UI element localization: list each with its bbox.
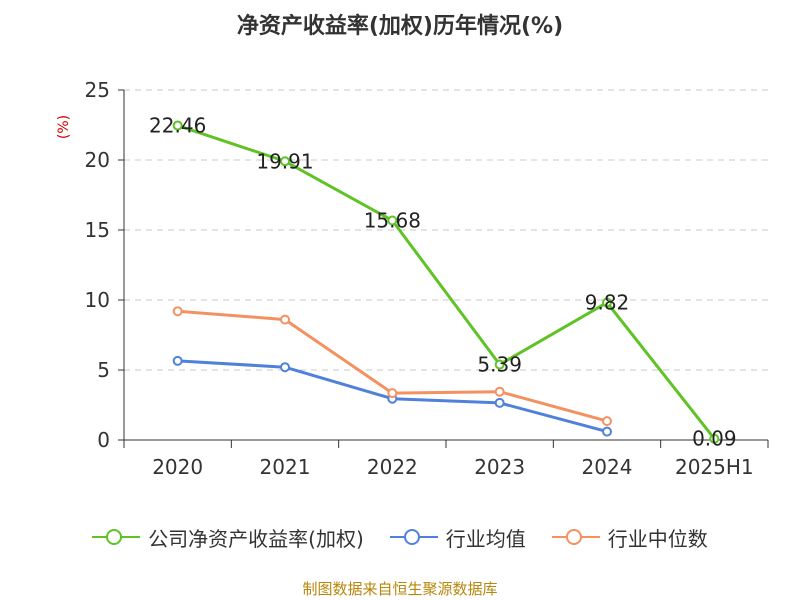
data-point bbox=[172, 355, 183, 366]
y-tick-label: 10 bbox=[85, 288, 110, 312]
legend-label: 行业均值 bbox=[445, 526, 526, 551]
data-labels: 22.46 19.91 15.68 5.39 9.82 0.09 bbox=[149, 114, 737, 451]
legend: 公司净资产收益率(加权) 行业均值 行业中位数 bbox=[0, 520, 800, 554]
series-lines bbox=[172, 120, 720, 444]
x-tick-label: 2025H1 bbox=[675, 455, 754, 479]
legend-item-industry-median[interactable]: 行业中位数 bbox=[551, 523, 708, 552]
chart-title: 净资产收益率(加权)历年情况(%) bbox=[236, 14, 564, 39]
data-label: 15.68 bbox=[364, 208, 421, 232]
data-point bbox=[172, 306, 183, 317]
x-tick-label: 2020 bbox=[152, 455, 203, 479]
data-point bbox=[602, 426, 612, 437]
data-point bbox=[280, 362, 290, 373]
data-point bbox=[602, 416, 612, 427]
legend-label: 公司净资产收益率(加权) bbox=[148, 526, 364, 551]
x-tick-label: 2023 bbox=[474, 455, 525, 479]
legend-item-industry-mean[interactable]: 行业均值 bbox=[389, 523, 526, 552]
data-point bbox=[280, 314, 290, 325]
grid-lines bbox=[124, 89, 768, 371]
data-label: 22.46 bbox=[149, 114, 206, 138]
data-point bbox=[602, 297, 612, 308]
data-point bbox=[387, 388, 398, 399]
data-label: 5.39 bbox=[477, 353, 522, 377]
y-axis-label: (%) bbox=[56, 115, 72, 139]
x-tick-label: 2021 bbox=[260, 455, 311, 479]
data-point bbox=[494, 359, 505, 370]
data-label: 19.91 bbox=[256, 149, 313, 173]
y-tick-label: 15 bbox=[85, 218, 110, 242]
x-tick-label: 2024 bbox=[582, 455, 633, 479]
y-tick-label: 5 bbox=[97, 358, 110, 382]
legend-item-company[interactable]: 公司净资产收益率(加权) bbox=[92, 523, 364, 552]
axes: 0 5 10 15 20 25 2020 2021 2022 2023 2024 2025H1 bbox=[85, 78, 769, 479]
y-tick-label: 25 bbox=[85, 78, 110, 102]
y-tick-label: 20 bbox=[85, 148, 110, 172]
data-point bbox=[494, 397, 505, 408]
data-point bbox=[387, 215, 398, 226]
legend-line-icon bbox=[551, 527, 600, 547]
source-note: 制图数据来自恒生聚源数据库 bbox=[302, 580, 498, 598]
series-line bbox=[177, 124, 716, 440]
legend-label: 行业中位数 bbox=[607, 526, 708, 551]
y-tick-label: 0 bbox=[97, 428, 110, 452]
legend-line-icon bbox=[389, 527, 438, 547]
x-tick-label: 2022 bbox=[367, 455, 418, 479]
data-point bbox=[172, 120, 183, 131]
data-label: 9.82 bbox=[585, 291, 630, 315]
data-label: 0.09 bbox=[692, 427, 737, 451]
data-point bbox=[494, 386, 505, 397]
data-point bbox=[280, 156, 290, 167]
legend-line-icon bbox=[92, 527, 141, 547]
data-point bbox=[709, 433, 720, 444]
